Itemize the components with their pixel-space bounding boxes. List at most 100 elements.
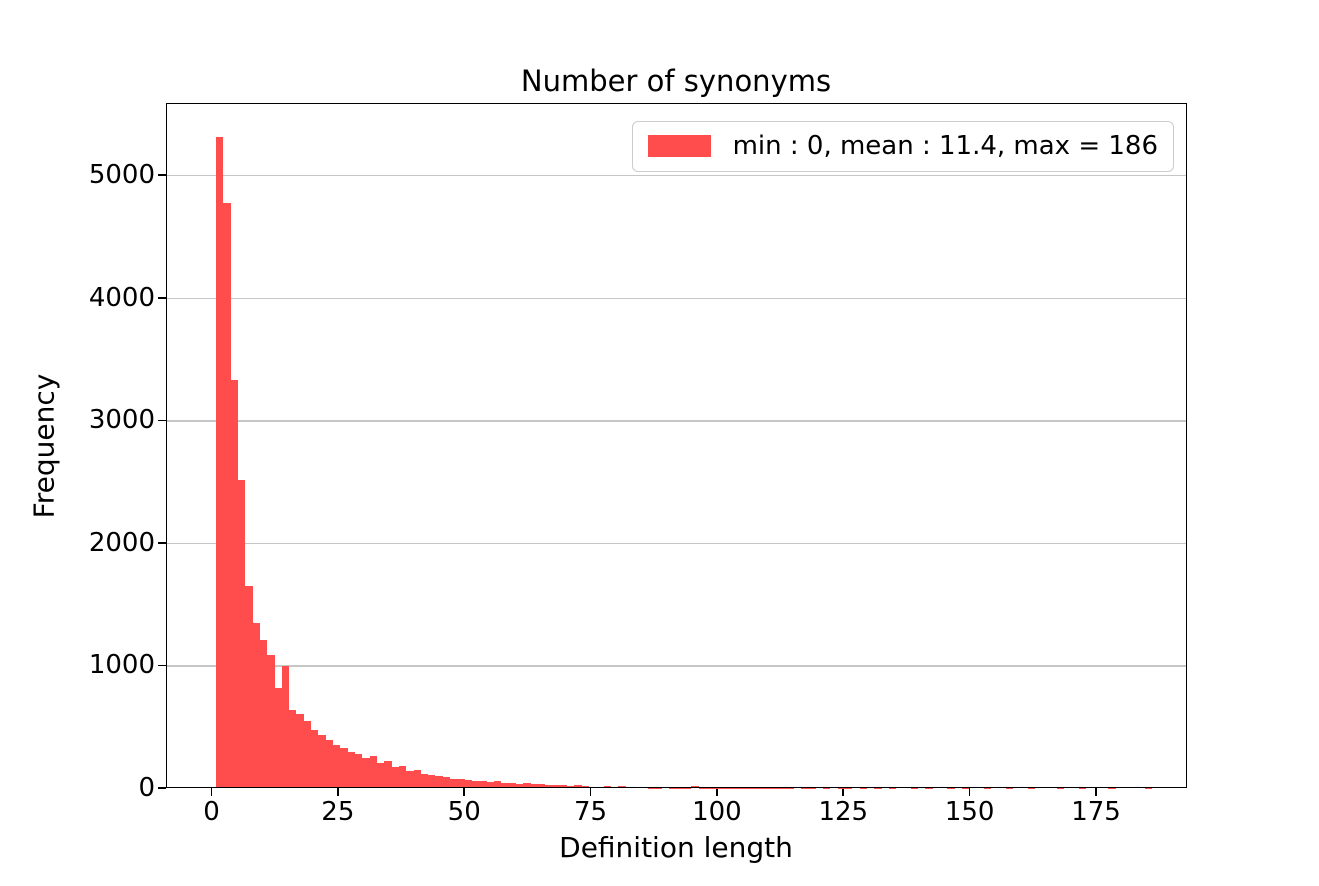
y-axis-label: Frequency: [27, 373, 61, 519]
histogram-bar: [274, 687, 282, 788]
y-tick-mark: [158, 174, 166, 177]
histogram-bar: [413, 769, 421, 788]
x-tick-label: 25: [321, 797, 355, 827]
y-tick-label: 3000: [88, 405, 155, 436]
histogram-bar: [303, 721, 312, 788]
histogram-bar: [223, 202, 231, 788]
gridline: [166, 297, 1187, 300]
histogram-bar: [362, 757, 370, 788]
y-tick-label: 0: [138, 773, 155, 803]
x-tick-label: 50: [447, 797, 481, 827]
y-tick-mark: [158, 664, 166, 667]
gridline: [166, 175, 1187, 177]
histogram-bar: [325, 739, 334, 788]
histogram-bar: [603, 786, 611, 788]
histogram-bar: [464, 779, 473, 788]
legend: min : 0, mean : 11.4, max = 186: [631, 121, 1174, 172]
histogram-bar: [530, 784, 538, 788]
y-tick-label: 2000: [88, 527, 155, 558]
histogram-bar: [581, 786, 590, 788]
histogram-bar: [508, 783, 516, 788]
histogram-bar: [589, 786, 597, 788]
gridline: [166, 665, 1187, 667]
histogram-bar: [486, 781, 494, 788]
x-tick-mark: [589, 788, 592, 796]
histogram-bar: [267, 655, 275, 788]
histogram-bar: [450, 778, 458, 788]
histogram-bar: [333, 745, 341, 788]
histogram-bar: [442, 777, 451, 788]
x-tick-mark: [716, 788, 718, 796]
histogram-bar: [355, 754, 363, 788]
histogram-bar: [457, 779, 465, 788]
histogram-bar: [281, 666, 290, 788]
histogram-bar: [216, 137, 224, 788]
legend-label: min : 0, mean : 11.4, max = 186: [732, 131, 1158, 161]
histogram-bar: [632, 786, 641, 788]
histogram-bar: [574, 784, 582, 788]
histogram-bar: [493, 780, 502, 788]
histogram-bar: [567, 785, 575, 788]
histogram-bar: [237, 479, 246, 788]
histogram-bar: [369, 756, 377, 788]
histogram-bar: [501, 782, 509, 788]
histogram-bar: [435, 776, 443, 788]
histogram-bar: [259, 639, 268, 788]
histogram-bar: [625, 787, 633, 788]
histogram-bar: [618, 786, 626, 788]
gridline: [166, 542, 1187, 545]
histogram-bar: [406, 770, 414, 788]
gridline: [166, 420, 1187, 422]
histogram-bar: [230, 379, 238, 788]
histogram-bar: [252, 622, 260, 788]
y-tick-mark: [158, 542, 166, 544]
axes-spines: [166, 103, 1187, 788]
histogram-bar: [691, 785, 699, 788]
histogram-bar: [559, 784, 568, 788]
x-tick-mark: [1095, 788, 1097, 796]
histogram-bar: [245, 585, 253, 788]
histogram-bar: [428, 774, 436, 788]
histogram-bar: [515, 783, 524, 788]
histogram-bar: [596, 786, 604, 788]
histogram-bar: [640, 787, 648, 788]
x-tick-label: 175: [1071, 797, 1121, 827]
histogram-bar: [552, 785, 560, 788]
y-tick-mark: [158, 296, 166, 299]
x-tick-label: 75: [574, 797, 608, 827]
histogram-bar: [347, 751, 355, 788]
chart-title: Number of synonyms: [520, 64, 832, 98]
x-tick-mark: [463, 788, 466, 796]
histogram-bar: [340, 747, 348, 788]
histogram-bar: [376, 762, 385, 788]
y-tick-label: 4000: [88, 282, 155, 313]
x-tick-label: 150: [944, 797, 995, 827]
x-tick-mark: [842, 788, 845, 796]
histogram-bar: [662, 786, 670, 788]
x-tick-label: 125: [818, 797, 869, 827]
x-tick-mark: [968, 788, 971, 796]
histogram-bar: [420, 773, 429, 788]
histogram-bar: [296, 713, 304, 788]
histogram-bar: [384, 761, 392, 788]
y-tick-mark: [158, 419, 166, 422]
y-tick-mark: [158, 787, 166, 789]
histogram-bar: [311, 730, 319, 788]
histogram-bar: [537, 783, 546, 788]
histogram-bar: [318, 735, 326, 788]
histogram-bar: [289, 709, 297, 788]
y-tick-label: 5000: [88, 160, 155, 191]
x-axis-label: Definition length: [559, 831, 793, 864]
histogram-bar: [391, 766, 399, 788]
x-tick-mark: [337, 788, 339, 796]
y-tick-label: 1000: [88, 650, 155, 681]
histogram-bar: [523, 782, 531, 788]
legend-swatch: [647, 135, 711, 158]
plot-area: min : 0, mean : 11.4, max = 186: [166, 103, 1187, 788]
histogram-bar: [610, 787, 619, 788]
x-tick-mark: [210, 788, 213, 796]
histogram-bar: [545, 784, 553, 788]
histogram-bar: [398, 765, 407, 788]
histogram-bar: [472, 780, 480, 788]
